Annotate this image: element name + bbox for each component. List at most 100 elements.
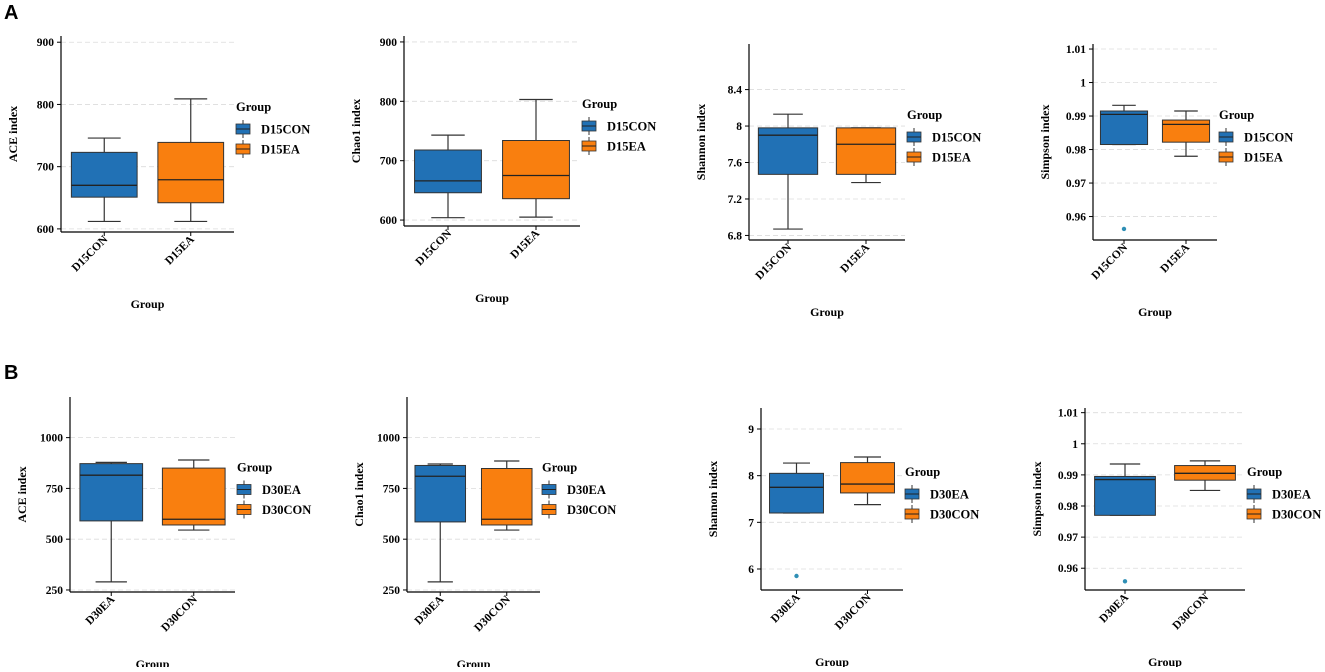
chart-2: 600 700 800 900 D15CON D15EA Group Chao1 index G… <box>349 36 656 305</box>
chart-7: 6 7 8 9 D30EA D30CON Group Shannon index Group D3… <box>706 408 979 669</box>
x-tick-label: D30EA <box>413 593 447 627</box>
legend-title: Group <box>542 461 577 475</box>
y-tick-label: 700 <box>380 156 398 168</box>
legend-label: D15EA <box>261 143 300 157</box>
x-axis-title: Group <box>1148 655 1182 667</box>
legend-label: D15CON <box>607 120 656 134</box>
legend-title: Group <box>1247 465 1282 479</box>
box-D30EA <box>79 463 144 522</box>
box-D30CON <box>161 467 226 526</box>
legend-label: D15CON <box>1244 131 1293 145</box>
y-tick-label: 0.96 <box>1066 212 1086 224</box>
y-tick-label: 750 <box>383 483 401 495</box>
y-axis-title: Chao1 index <box>352 462 366 526</box>
y-tick-label: 0.97 <box>1066 178 1086 190</box>
y-tick-label: 250 <box>46 585 64 597</box>
x-axis-title: Group <box>475 291 509 305</box>
legend-label: D30CON <box>930 508 979 522</box>
y-tick-label: 9 <box>748 424 754 436</box>
chart-5: 250 500 750 1000 D30EA D30CON Group ACE index Gr… <box>15 397 311 671</box>
y-tick-label: 0.98 <box>1058 501 1078 513</box>
chart-8: 0.96 0.97 0.98 0.99 1 1.01 D30EA D30CON Group Sim… <box>1030 408 1321 669</box>
legend-label: D15EA <box>607 140 646 154</box>
x-tick-label: D30CON <box>833 591 874 632</box>
x-tick-label: D30CON <box>159 593 200 634</box>
x-tick-label: D30CON <box>1171 591 1212 632</box>
box-D30EA <box>1094 475 1156 516</box>
y-tick-label: 900 <box>380 37 398 49</box>
legend-label: D30CON <box>1272 508 1321 522</box>
legend-label: D15CON <box>261 123 310 137</box>
y-tick-label: 1.01 <box>1066 44 1086 56</box>
y-tick-label: 900 <box>37 37 55 49</box>
y-tick-label: 0.99 <box>1058 470 1078 482</box>
box-D15CON <box>70 151 138 198</box>
legend-label: D30EA <box>1272 488 1311 502</box>
box-D15EA <box>1161 119 1211 143</box>
legend-title: Group <box>237 461 272 475</box>
y-tick-label: 700 <box>37 162 55 174</box>
y-tick-label: 1 <box>1072 439 1078 451</box>
legend-title: Group <box>905 465 940 479</box>
box-D30EA <box>414 464 467 523</box>
y-tick-label: 1 <box>1080 78 1086 90</box>
x-axis-title: Group <box>1138 305 1172 319</box>
y-tick-label: 1000 <box>40 433 63 445</box>
y-axis-title: Chao1 index <box>349 99 363 163</box>
y-tick-label: 1.01 <box>1058 408 1078 420</box>
y-axis-title: Shannon index <box>706 461 720 537</box>
y-tick-label: 7 <box>748 517 754 529</box>
box-D15EA <box>835 127 897 175</box>
outlier-point <box>794 573 799 579</box>
legend-label: D15CON <box>932 131 981 145</box>
x-axis-title: Group <box>815 655 849 667</box>
x-tick-label: D15EA <box>1158 241 1192 275</box>
box-D30CON <box>480 468 533 526</box>
x-tick-label: D30EA <box>84 593 118 627</box>
x-axis-title: Group <box>136 657 170 667</box>
legend-title: Group <box>236 100 271 114</box>
x-axis-title: Group <box>457 657 491 667</box>
panel-label-b: B <box>4 362 19 384</box>
y-tick-label: 7.2 <box>728 194 743 206</box>
x-tick-label: D15EA <box>508 227 542 261</box>
legend-label: D30EA <box>567 483 606 497</box>
y-tick-label: 500 <box>383 534 401 546</box>
legend-title: Group <box>582 97 617 111</box>
y-tick-label: 7.6 <box>728 158 743 170</box>
y-tick-label: 800 <box>380 96 398 108</box>
box-D15EA <box>502 140 570 200</box>
y-axis-title: Shannon index <box>694 104 708 180</box>
y-tick-label: 0.98 <box>1066 145 1086 157</box>
y-tick-label: 8 <box>736 121 742 133</box>
legend-title: Group <box>1219 108 1254 122</box>
y-axis-title: ACE index <box>15 466 29 522</box>
x-tick-label: D15CON <box>414 227 455 268</box>
y-tick-label: 0.96 <box>1058 563 1078 575</box>
x-axis-title: Group <box>131 297 165 311</box>
box-D15EA <box>157 141 225 204</box>
chart-3: 6.8 7.2 7.6 8 8.4 D15CON D15EA Group Shannon ind… <box>694 44 981 319</box>
y-tick-label: 750 <box>46 483 64 495</box>
x-tick-label: D15CON <box>1090 241 1131 282</box>
box-D30EA <box>769 472 824 514</box>
x-tick-label: D15CON <box>754 241 795 282</box>
outlier-point <box>1122 579 1128 584</box>
x-tick-label: D30EA <box>769 591 803 625</box>
y-tick-label: 0.97 <box>1058 532 1078 544</box>
y-tick-label: 800 <box>37 99 55 111</box>
y-tick-label: 600 <box>380 215 398 227</box>
box-D15CON <box>1099 110 1149 146</box>
y-axis-title: ACE index <box>6 106 20 162</box>
y-axis-title: Simpson index <box>1030 461 1044 536</box>
y-tick-label: 1000 <box>377 433 400 445</box>
panel-label-a: A <box>4 2 19 24</box>
y-tick-label: 6 <box>748 564 754 576</box>
legend-label: D30CON <box>567 503 616 517</box>
legend-label: D30EA <box>930 488 969 502</box>
y-tick-label: 500 <box>46 534 64 546</box>
y-tick-label: 0.99 <box>1066 111 1086 123</box>
y-tick-label: 250 <box>383 585 401 597</box>
chart-4: 0.96 0.97 0.98 0.99 1 1.01 D15CON D15EA Group Sim… <box>1038 44 1293 319</box>
